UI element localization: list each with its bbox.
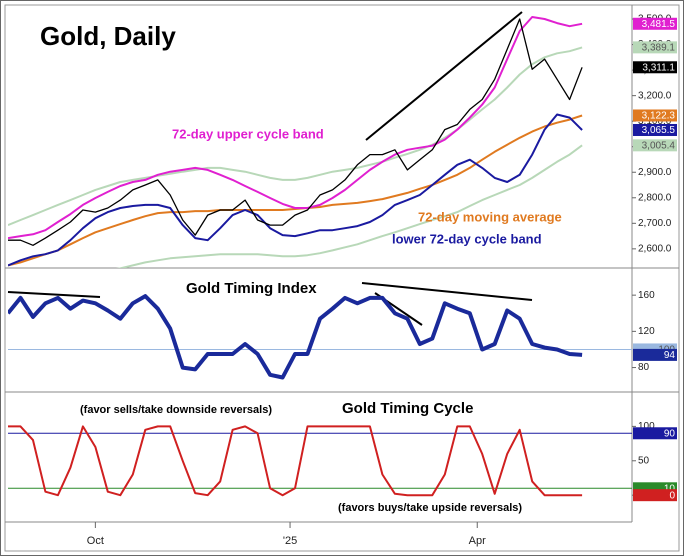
value-box-label: 0	[669, 490, 675, 501]
value-box-label: 94	[664, 350, 676, 361]
value-box-label: 3,005.4	[642, 140, 676, 151]
y-tick-label: 2,600.0	[638, 243, 672, 254]
series-group	[8, 16, 583, 268]
x-tick-label: '25	[283, 535, 297, 547]
value-box	[633, 109, 677, 122]
series-line	[115, 144, 583, 268]
series-group	[8, 294, 583, 380]
annotation: lower 72-day cycle band	[392, 231, 542, 246]
annotation: 72-day moving average	[418, 209, 562, 224]
value-box	[633, 427, 677, 440]
annotation: 72-day upper cycle band	[172, 126, 324, 141]
value-box-label: 90	[664, 428, 676, 439]
value-box-label: 3,481.5	[642, 19, 676, 30]
series-line	[8, 16, 583, 240]
series-line	[8, 294, 583, 380]
value-box	[633, 41, 677, 54]
annotation: (favor sells/take downside reversals)	[80, 404, 272, 416]
y-tick-label: 2,800.0	[638, 192, 672, 203]
y-tick-label: 80	[638, 362, 650, 373]
x-tick-label: Oct	[87, 535, 104, 547]
value-box	[633, 139, 677, 152]
series-group	[8, 425, 583, 497]
value-box	[633, 489, 677, 502]
inner-frame	[4, 4, 680, 552]
y-tick-label: 120	[638, 326, 655, 337]
panel-title: Gold Timing Index	[186, 280, 317, 297]
trend-line	[365, 11, 523, 141]
value-box	[633, 61, 677, 74]
trend-line	[361, 282, 533, 301]
value-box-label: 3,389.1	[642, 43, 676, 54]
value-box-label: 3,122.3	[642, 111, 676, 122]
y-tick-label: 3,200.0	[638, 90, 672, 101]
value-box	[633, 17, 677, 30]
trend-line	[7, 291, 101, 298]
y-tick-label: 2,700.0	[638, 218, 672, 229]
series-line	[8, 18, 583, 246]
value-box	[633, 123, 677, 136]
series-line	[8, 425, 583, 497]
value-box	[633, 348, 677, 361]
y-tick-label: 50	[638, 455, 650, 466]
value-box-label: 3,065.5	[642, 125, 676, 136]
series-line	[8, 46, 583, 227]
x-tick-label: Apr	[469, 535, 486, 547]
y-tick-label: 100	[638, 421, 655, 432]
series-line	[8, 113, 583, 267]
value-box-label: 10	[664, 483, 676, 494]
y-tick-label: 160	[638, 290, 655, 301]
y-tick-label: 2,900.0	[638, 167, 672, 178]
panel-title: Gold Timing Cycle	[342, 400, 473, 417]
value-box-label: 3,311.1	[642, 62, 675, 73]
annotation: (favors buys/take upside reversals)	[338, 502, 522, 514]
panel-title: Gold, Daily	[40, 21, 176, 51]
